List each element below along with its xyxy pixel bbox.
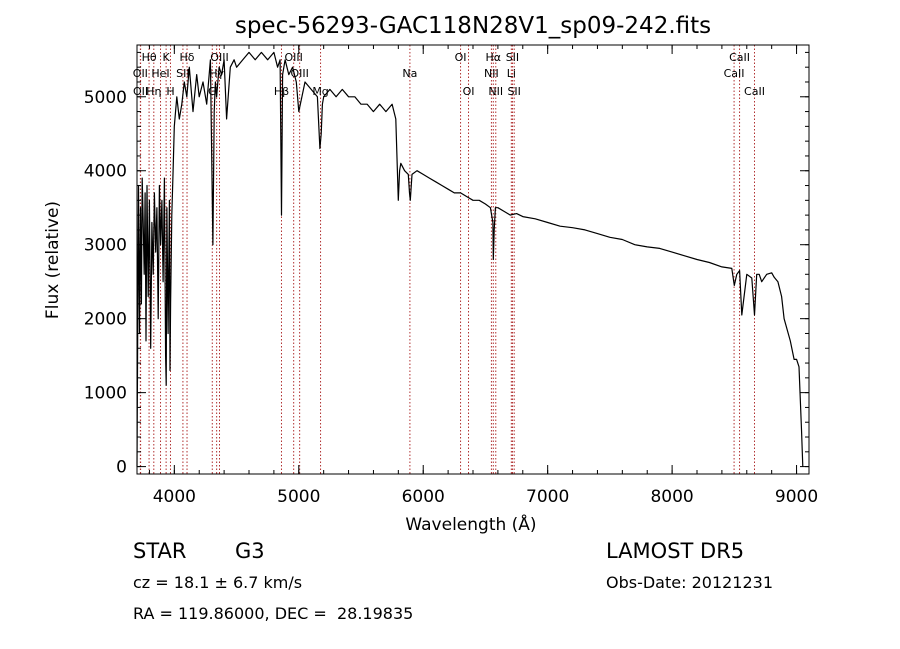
- survey-label: LAMOST DR5: [606, 539, 745, 563]
- line-marker-label-23: NII: [488, 85, 503, 98]
- x-tick-label: 7000: [526, 487, 569, 507]
- x-tick-label: 5000: [277, 487, 320, 507]
- line-marker-label-9: OIII: [210, 51, 228, 64]
- line-marker-label-16: Na: [402, 67, 417, 80]
- redshift-label: cz = 18.1 ± 6.7 km/s: [133, 573, 303, 592]
- chart-title: spec-56293-GAC118N28V1_sp09-242.fits: [235, 13, 711, 39]
- line-marker-label-1: OII: [133, 67, 148, 80]
- x-axis-label: Wavelength (Å): [405, 513, 536, 535]
- line-marker-label-22: Li: [507, 67, 516, 80]
- line-marker-label-0: Hθ: [142, 51, 157, 64]
- object-subclass-label: G3: [235, 539, 265, 563]
- y-axis-label: Flux (relative): [43, 201, 63, 319]
- line-marker-label-17: OI: [455, 51, 467, 64]
- y-tick-label: 3000: [84, 236, 127, 256]
- line-marker-label-14: Hβ: [274, 85, 289, 98]
- plot-frame: [136, 44, 810, 475]
- x-tick-label: 6000: [402, 487, 445, 507]
- line-marker-label-5: K: [163, 51, 171, 64]
- line-marker-label-25: CaII: [729, 51, 750, 64]
- line-marker-label-3: HeI: [151, 67, 169, 80]
- y-tick-label: 2000: [84, 310, 127, 330]
- line-marker-label-12: OIII: [284, 51, 302, 64]
- line-marker-label-4: Hη: [146, 85, 161, 98]
- y-tick-label: 5000: [84, 88, 127, 108]
- line-marker-label-18: OI: [463, 85, 475, 98]
- y-tick-label: 1000: [84, 384, 127, 404]
- line-marker-label-11: G: [208, 85, 217, 98]
- spectral-line-markers: [139, 45, 755, 474]
- y-axis: 0 1000 2000 3000 4000 5000: [84, 51, 809, 478]
- x-axis: 4000 5000 6000 7000 8000 9000: [148, 45, 818, 507]
- line-marker-label-8: Hδ: [180, 51, 195, 64]
- obs-date-label: Obs-Date: 20121231: [606, 573, 774, 592]
- spectrum-series-line-0: [136, 51, 804, 467]
- object-class-label: STAR: [133, 539, 187, 563]
- x-tick-label: 8000: [650, 487, 693, 507]
- series-layer: [136, 51, 804, 467]
- line-marker-label-6: SII: [176, 67, 189, 80]
- x-tick-label: 9000: [775, 487, 818, 507]
- line-marker-label-7: H: [166, 85, 174, 98]
- y-tick-label: 4000: [84, 162, 127, 182]
- line-marker-label-21: NII: [484, 67, 499, 80]
- line-marker-label-15: Mg: [312, 85, 328, 98]
- coordinates-label: RA = 119.86000, DEC = 28.19835: [133, 604, 414, 623]
- x-tick-label: 4000: [153, 487, 196, 507]
- line-marker-label-24: SII: [507, 85, 520, 98]
- line-marker-label-26: CaII: [724, 67, 745, 80]
- line-marker-label-19: Hα: [486, 51, 502, 64]
- line-marker-label-27: CaII: [744, 85, 765, 98]
- y-tick-label: 0: [116, 458, 127, 478]
- line-marker-label-20: SII: [506, 51, 519, 64]
